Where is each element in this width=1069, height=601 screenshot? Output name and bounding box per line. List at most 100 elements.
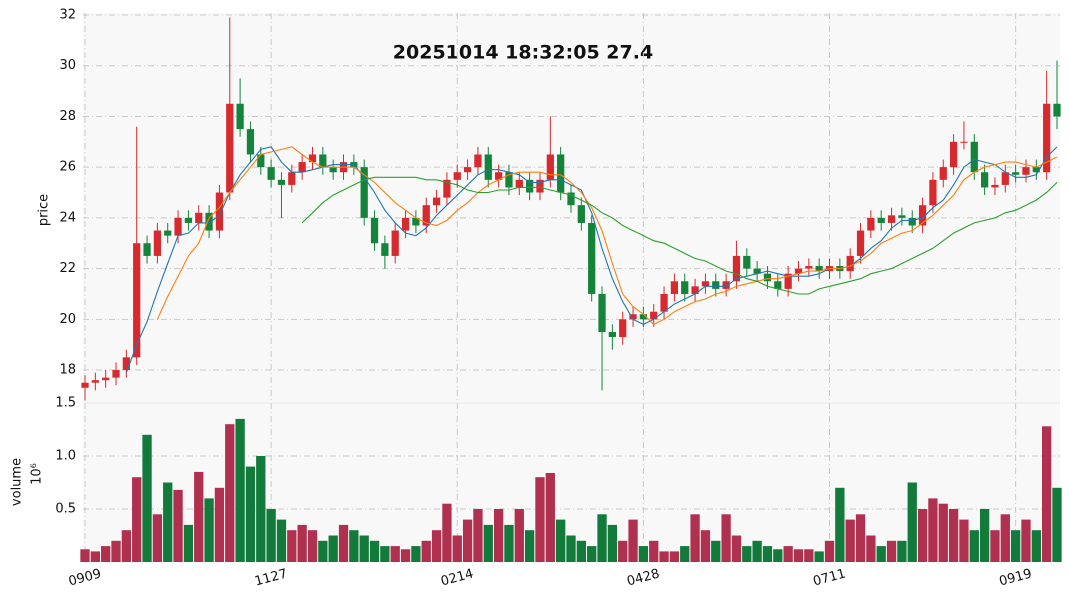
volume-bar bbox=[142, 434, 152, 562]
candle-body bbox=[867, 217, 875, 231]
candle-body bbox=[298, 162, 306, 173]
candle-body bbox=[712, 281, 720, 289]
volume-bar bbox=[783, 546, 793, 562]
candle-body bbox=[432, 197, 441, 206]
candle-body bbox=[598, 293, 606, 332]
volume-bar bbox=[990, 530, 1000, 562]
volume-tick-label: 1.5 bbox=[55, 396, 76, 411]
candle-body bbox=[81, 382, 89, 388]
volume-bar bbox=[421, 540, 431, 562]
candle-body bbox=[257, 154, 265, 168]
volume-bar bbox=[1031, 530, 1041, 562]
y-tick-label: 30 bbox=[59, 58, 76, 73]
volume-bar bbox=[297, 524, 307, 562]
candle-body bbox=[588, 222, 596, 294]
volume-bar bbox=[194, 471, 204, 562]
candle-body bbox=[443, 179, 451, 198]
volume-bar bbox=[907, 482, 917, 562]
volume-bar bbox=[752, 540, 762, 562]
volume-bar bbox=[897, 540, 907, 562]
candle-body bbox=[526, 179, 534, 193]
candle-body bbox=[681, 281, 689, 294]
volume-bar bbox=[1052, 487, 1062, 562]
volume-bar bbox=[163, 482, 173, 562]
volume-bar bbox=[814, 551, 824, 562]
volume-bar bbox=[287, 530, 297, 562]
candle-body bbox=[763, 273, 772, 282]
volume-bar bbox=[514, 509, 524, 562]
volume-unit-label: 10⁶ bbox=[30, 463, 45, 485]
candle-body bbox=[205, 212, 213, 231]
candle-body bbox=[856, 230, 865, 256]
chart-title: 20251014 18:32:05 27.4 bbox=[393, 42, 653, 64]
x-tick-label: 0909 bbox=[67, 566, 103, 589]
volume-bar bbox=[328, 535, 338, 562]
volume-bar bbox=[948, 509, 959, 562]
candle-body bbox=[908, 217, 916, 226]
volume-bar bbox=[535, 477, 545, 562]
volume-bar bbox=[493, 509, 504, 562]
candle-body bbox=[629, 314, 637, 320]
volume-bar bbox=[338, 524, 349, 562]
volume-tick-label: 1.0 bbox=[55, 449, 76, 464]
volume-bar bbox=[452, 535, 462, 562]
candle-body bbox=[980, 172, 989, 188]
candle-body bbox=[267, 167, 275, 180]
y-tick-label: 26 bbox=[59, 160, 76, 175]
volume-bar bbox=[369, 540, 380, 562]
volume-axis-label: volume bbox=[10, 458, 25, 506]
volume-bar bbox=[628, 519, 638, 562]
volume-bar bbox=[442, 503, 452, 562]
volume-bar bbox=[473, 509, 483, 562]
volume-bar bbox=[359, 535, 369, 562]
volume-bar bbox=[204, 498, 214, 562]
volume-bar bbox=[390, 546, 400, 562]
volume-bar bbox=[349, 530, 359, 562]
volume-bar bbox=[804, 549, 814, 562]
volume-bar bbox=[152, 514, 163, 562]
candle-body bbox=[143, 243, 151, 256]
x-tick-label: 0214 bbox=[439, 566, 475, 589]
volume-bar bbox=[959, 519, 969, 562]
volume-bar bbox=[307, 530, 318, 562]
volume-bar bbox=[1010, 530, 1021, 562]
volume-bar bbox=[845, 519, 855, 562]
volume-bar bbox=[690, 514, 700, 562]
volume-bar bbox=[618, 540, 628, 562]
candle-body bbox=[929, 179, 937, 206]
candle-body bbox=[277, 179, 286, 185]
volume-bar bbox=[938, 503, 948, 562]
y-tick-label: 28 bbox=[59, 109, 76, 124]
volume-bar bbox=[607, 524, 618, 562]
moving-average-line bbox=[301, 176, 1058, 295]
y-tick-label: 32 bbox=[59, 8, 76, 23]
candle-body bbox=[805, 266, 813, 269]
candle-body bbox=[991, 184, 999, 188]
candle-body bbox=[567, 192, 575, 206]
volume-bar bbox=[876, 546, 886, 562]
candle-body bbox=[691, 286, 699, 294]
volume-bar bbox=[431, 530, 442, 562]
volume-bar bbox=[235, 418, 245, 562]
volume-bar bbox=[556, 519, 566, 562]
volume-bar bbox=[318, 540, 328, 562]
candle-body bbox=[236, 103, 244, 130]
moving-average-line bbox=[125, 146, 1058, 373]
candle-body bbox=[536, 179, 544, 193]
volume-bar bbox=[400, 549, 411, 562]
x-tick-label: 0711 bbox=[812, 566, 848, 589]
volume-bar bbox=[886, 540, 897, 562]
volume-bar bbox=[773, 549, 783, 562]
candle-body bbox=[401, 217, 410, 231]
candle-body bbox=[815, 266, 823, 272]
volume-tick-label: 0.5 bbox=[55, 502, 76, 517]
candle-body bbox=[112, 370, 120, 378]
candle-body bbox=[546, 154, 554, 180]
volume-bar bbox=[597, 514, 607, 562]
candle-body bbox=[288, 172, 296, 185]
candle-body bbox=[422, 205, 430, 226]
y-tick-label: 22 bbox=[59, 261, 76, 276]
candle-body bbox=[164, 230, 172, 236]
volume-bar bbox=[111, 540, 121, 562]
